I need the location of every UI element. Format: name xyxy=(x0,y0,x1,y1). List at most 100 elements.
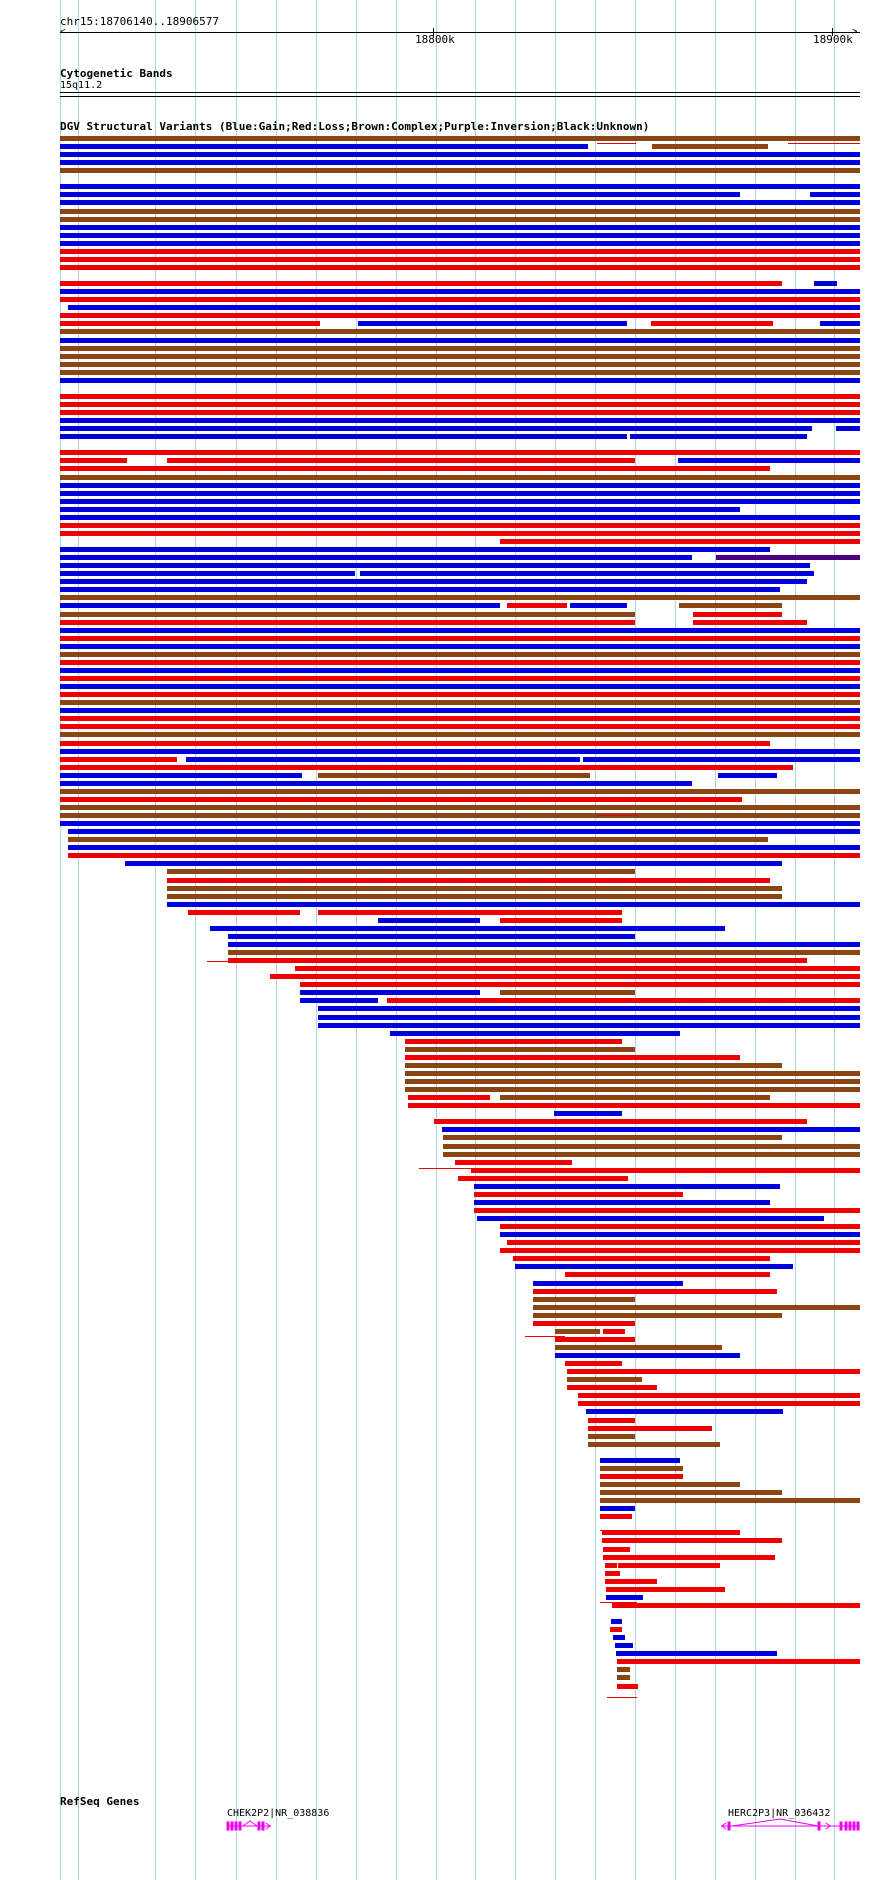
sv-complex-bar[interactable] xyxy=(60,789,860,794)
sv-gain-bar[interactable] xyxy=(615,1643,633,1648)
sv-complex-bar[interactable] xyxy=(60,329,860,334)
sv-gain-bar[interactable] xyxy=(814,281,837,286)
sv-loss-bar[interactable] xyxy=(610,1627,622,1632)
sv-loss-bar[interactable] xyxy=(693,620,807,625)
sv-gain-bar[interactable] xyxy=(358,321,627,326)
track-title-cytoband[interactable]: Cytogenetic Bands xyxy=(60,67,173,80)
sv-loss-bar[interactable] xyxy=(60,757,177,762)
sv-loss-bar[interactable] xyxy=(60,321,320,326)
sv-loss-bar[interactable] xyxy=(533,1289,777,1294)
sv-gain-bar[interactable] xyxy=(125,861,782,866)
sv-loss-bar[interactable] xyxy=(578,1401,860,1406)
sv-loss-bar[interactable] xyxy=(434,1119,807,1124)
sv-gain-bar[interactable] xyxy=(60,603,500,608)
sv-loss-bar[interactable] xyxy=(60,620,635,625)
sv-gain-bar[interactable] xyxy=(318,1006,860,1011)
sv-gain-bar[interactable] xyxy=(60,192,740,197)
sv-gain-bar[interactable] xyxy=(613,1635,625,1640)
sv-complex-bar[interactable] xyxy=(600,1482,740,1487)
sv-gain-bar[interactable] xyxy=(318,1023,860,1028)
sv-complex-bar[interactable] xyxy=(228,950,860,955)
sv-loss-bar[interactable] xyxy=(60,741,770,746)
sv-loss-bar[interactable] xyxy=(458,1176,628,1181)
sv-gain-bar[interactable] xyxy=(60,426,812,431)
sv-gain-bar[interactable] xyxy=(678,458,860,463)
sv-gain-bar[interactable] xyxy=(60,773,302,778)
sv-gain-bar[interactable] xyxy=(186,757,580,762)
sv-complex-bar[interactable] xyxy=(60,354,860,359)
sv-complex-bar[interactable] xyxy=(500,990,635,995)
sv-complex-bar[interactable] xyxy=(60,217,860,222)
sv-loss-bar[interactable] xyxy=(605,1563,617,1568)
sv-loss-bar[interactable] xyxy=(567,1385,657,1390)
sv-gain-bar[interactable] xyxy=(60,338,860,343)
sv-gain-bar[interactable] xyxy=(390,1031,680,1036)
sv-loss-bar[interactable] xyxy=(60,410,860,415)
sv-loss-bar[interactable] xyxy=(603,1555,775,1560)
sv-loss-bar[interactable] xyxy=(651,321,773,326)
sv-gain-bar[interactable] xyxy=(60,668,860,673)
sv-gain-bar[interactable] xyxy=(60,579,807,584)
sv-loss-bar[interactable] xyxy=(318,910,622,915)
sv-complex-bar[interactable] xyxy=(60,136,860,141)
sv-loss-bar[interactable] xyxy=(60,265,860,270)
sv-gain-bar[interactable] xyxy=(60,644,860,649)
sv-loss-bar[interactable] xyxy=(60,676,860,681)
sv-loss-bar[interactable] xyxy=(567,1369,860,1374)
sv-gain-bar[interactable] xyxy=(60,152,860,157)
sv-gain-bar[interactable] xyxy=(630,434,807,439)
sv-loss-bar[interactable] xyxy=(500,1224,860,1229)
sv-gain-bar[interactable] xyxy=(611,1619,622,1624)
sv-loss-bar[interactable] xyxy=(60,394,860,399)
sv-gain-bar[interactable] xyxy=(68,829,860,834)
sv-loss-bar[interactable] xyxy=(618,1563,720,1568)
sv-loss-bar[interactable] xyxy=(60,402,860,407)
sv-loss-bar[interactable] xyxy=(60,297,860,302)
sv-loss-bar[interactable] xyxy=(693,612,782,617)
sv-loss-bar[interactable] xyxy=(60,797,742,802)
sv-loss-bar[interactable] xyxy=(605,1571,620,1576)
sv-gain-bar[interactable] xyxy=(60,684,860,689)
sv-gain-bar[interactable] xyxy=(500,1232,860,1237)
sv-gain-bar[interactable] xyxy=(60,289,860,294)
sv-gain-bar[interactable] xyxy=(60,160,860,165)
sv-complex-bar[interactable] xyxy=(60,700,860,705)
sv-loss-bar[interactable] xyxy=(167,878,770,883)
sv-gain-bar[interactable] xyxy=(300,990,480,995)
sv-loss-bar[interactable] xyxy=(455,1160,572,1165)
sv-gain-bar[interactable] xyxy=(474,1200,770,1205)
sv-loss-bar[interactable] xyxy=(533,1321,635,1326)
sv-loss-bar[interactable] xyxy=(167,458,635,463)
sv-gain-bar[interactable] xyxy=(477,1216,824,1221)
sv-gain-bar[interactable] xyxy=(60,491,860,496)
sv-loss-bar[interactable] xyxy=(60,724,860,729)
sv-complex-bar[interactable] xyxy=(60,475,860,480)
sv-loss-bar[interactable] xyxy=(474,1192,683,1197)
sv-loss-bar[interactable] xyxy=(513,1256,770,1261)
sv-loss-bar[interactable] xyxy=(606,1587,725,1592)
sv-gain-bar[interactable] xyxy=(442,1127,860,1132)
sv-complex-bar[interactable] xyxy=(405,1079,860,1084)
sv-gain-bar[interactable] xyxy=(555,1353,740,1358)
sv-gain-bar[interactable] xyxy=(60,749,860,754)
sv-complex-bar[interactable] xyxy=(600,1498,860,1503)
sv-complex-bar[interactable] xyxy=(588,1434,635,1439)
sv-complex-bar[interactable] xyxy=(679,603,782,608)
sv-complex-bar[interactable] xyxy=(533,1305,860,1310)
sv-complex-bar[interactable] xyxy=(652,144,768,149)
sv-complex-bar[interactable] xyxy=(443,1135,782,1140)
sv-loss-bar[interactable] xyxy=(507,603,567,608)
sv-gain-bar[interactable] xyxy=(616,1651,777,1656)
sv-complex-bar[interactable] xyxy=(567,1377,642,1382)
sv-gain-bar[interactable] xyxy=(718,773,777,778)
sv-gain-bar[interactable] xyxy=(60,200,860,205)
sv-loss-bar[interactable] xyxy=(387,998,860,1003)
sv-gain-bar[interactable] xyxy=(60,507,740,512)
track-title-dgv[interactable]: DGV Structural Variants (Blue:Gain;Red:L… xyxy=(60,120,650,133)
sv-gain-bar[interactable] xyxy=(60,499,860,504)
sv-loss-bar[interactable] xyxy=(270,974,860,979)
sv-complex-bar[interactable] xyxy=(600,1466,683,1471)
sv-loss-bar[interactable] xyxy=(602,1530,740,1535)
sv-complex-bar[interactable] xyxy=(617,1675,630,1680)
sv-gain-bar[interactable] xyxy=(60,515,860,520)
